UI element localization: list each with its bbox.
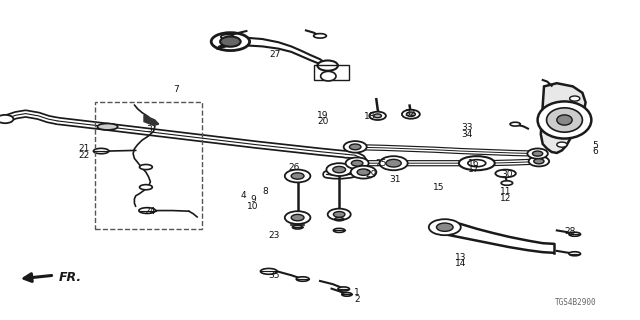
Text: 11: 11	[500, 188, 511, 196]
Ellipse shape	[333, 166, 346, 173]
Polygon shape	[541, 83, 586, 153]
Ellipse shape	[333, 212, 345, 217]
Ellipse shape	[97, 124, 118, 130]
Ellipse shape	[0, 115, 13, 123]
Text: 6: 6	[593, 148, 598, 156]
Text: 28: 28	[564, 228, 575, 236]
Ellipse shape	[335, 218, 344, 221]
Ellipse shape	[351, 166, 376, 179]
Ellipse shape	[139, 208, 156, 213]
Bar	[314, 65, 349, 80]
Polygon shape	[218, 42, 232, 49]
Ellipse shape	[532, 151, 543, 156]
Ellipse shape	[547, 108, 582, 132]
Ellipse shape	[510, 122, 520, 126]
Text: FR.: FR.	[59, 271, 82, 284]
Ellipse shape	[140, 185, 152, 190]
Ellipse shape	[369, 112, 386, 120]
Ellipse shape	[436, 223, 453, 231]
Text: 4: 4	[241, 191, 246, 200]
Ellipse shape	[380, 156, 408, 170]
Ellipse shape	[495, 170, 516, 177]
Ellipse shape	[429, 219, 461, 235]
Ellipse shape	[321, 71, 336, 81]
Ellipse shape	[291, 214, 304, 221]
Text: 12: 12	[500, 194, 511, 203]
Ellipse shape	[317, 60, 338, 71]
Text: TGS4B2900: TGS4B2900	[555, 298, 597, 307]
Ellipse shape	[534, 159, 544, 164]
Text: 29: 29	[365, 170, 377, 179]
Ellipse shape	[140, 164, 152, 170]
Ellipse shape	[220, 36, 241, 47]
Ellipse shape	[351, 160, 363, 166]
Ellipse shape	[529, 156, 549, 166]
Text: 33: 33	[461, 124, 473, 132]
Text: 24: 24	[145, 207, 156, 216]
Text: 8: 8	[263, 188, 268, 196]
Ellipse shape	[468, 160, 486, 167]
Text: 1: 1	[355, 288, 360, 297]
Text: 25: 25	[375, 159, 387, 168]
Text: 34: 34	[461, 130, 473, 139]
Text: 17: 17	[468, 165, 479, 174]
Ellipse shape	[211, 33, 250, 51]
Ellipse shape	[93, 148, 109, 154]
Ellipse shape	[459, 156, 495, 170]
Ellipse shape	[285, 211, 310, 224]
Ellipse shape	[328, 209, 351, 220]
Ellipse shape	[570, 96, 580, 101]
Ellipse shape	[291, 173, 304, 179]
Text: 35: 35	[268, 271, 280, 280]
Ellipse shape	[326, 163, 352, 176]
Ellipse shape	[221, 35, 234, 39]
Ellipse shape	[406, 112, 415, 116]
Ellipse shape	[569, 232, 580, 236]
Text: 5: 5	[593, 141, 598, 150]
Text: 9: 9	[250, 196, 255, 204]
Text: 26: 26	[289, 163, 300, 172]
Text: 32: 32	[404, 109, 415, 118]
Text: 22: 22	[79, 151, 90, 160]
Ellipse shape	[557, 115, 572, 125]
Ellipse shape	[338, 287, 349, 291]
Text: 30: 30	[502, 170, 513, 179]
Text: 23: 23	[268, 231, 280, 240]
Text: 18: 18	[364, 112, 376, 121]
Ellipse shape	[296, 277, 309, 281]
Ellipse shape	[349, 144, 361, 150]
Ellipse shape	[386, 159, 401, 167]
Polygon shape	[144, 115, 159, 125]
Ellipse shape	[357, 169, 370, 175]
Text: 31: 31	[390, 175, 401, 184]
Text: 16: 16	[468, 159, 479, 168]
Text: 14: 14	[455, 260, 467, 268]
Ellipse shape	[374, 114, 381, 118]
Ellipse shape	[260, 268, 277, 274]
Ellipse shape	[346, 157, 369, 169]
Ellipse shape	[344, 141, 367, 153]
Text: 27: 27	[269, 50, 281, 59]
Text: 13: 13	[455, 253, 467, 262]
Ellipse shape	[527, 148, 548, 159]
Ellipse shape	[342, 292, 352, 296]
Ellipse shape	[285, 170, 310, 182]
Text: 2: 2	[355, 295, 360, 304]
Ellipse shape	[314, 34, 326, 38]
Ellipse shape	[569, 252, 580, 256]
Text: 21: 21	[79, 144, 90, 153]
Ellipse shape	[557, 142, 567, 147]
Bar	[95, 102, 202, 229]
Ellipse shape	[402, 110, 420, 119]
Ellipse shape	[333, 228, 345, 232]
Text: 20: 20	[317, 117, 329, 126]
Text: 3: 3	[147, 125, 152, 134]
Ellipse shape	[538, 101, 591, 139]
Ellipse shape	[501, 181, 513, 185]
Text: 15: 15	[433, 183, 444, 192]
Text: 19: 19	[317, 111, 329, 120]
Ellipse shape	[292, 225, 303, 229]
Text: 7: 7	[173, 85, 179, 94]
Text: 10: 10	[247, 202, 259, 211]
